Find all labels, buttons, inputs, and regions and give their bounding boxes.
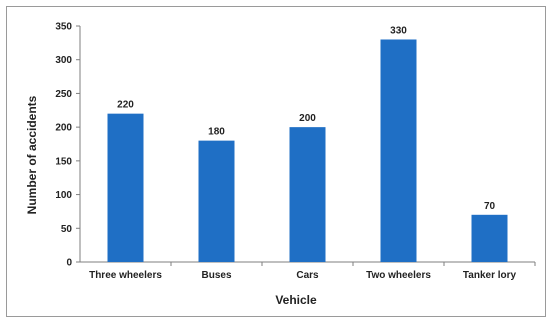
- x-tick-label: Buses: [201, 270, 231, 281]
- bar-value-label: 180: [208, 127, 225, 138]
- y-tick-label: 250: [55, 89, 72, 100]
- y-tick-label: 50: [61, 224, 73, 235]
- x-tick-label: Cars: [296, 270, 319, 281]
- y-tick-label: 150: [55, 156, 72, 167]
- y-tick-label: 300: [55, 55, 72, 66]
- y-axis-title: Number of accidents: [25, 95, 39, 214]
- bar-value-label: 330: [390, 25, 407, 36]
- x-tick-label: Three wheelers: [89, 270, 162, 281]
- bar: [289, 127, 326, 263]
- bar-labels: 220 180 200 330 70: [117, 25, 495, 211]
- bar: [380, 39, 417, 262]
- bar-value-label: 200: [299, 113, 316, 124]
- bars: [107, 39, 508, 263]
- y-tick-label: 0: [66, 258, 72, 269]
- chart-frame: [6, 6, 546, 317]
- y-tick-label: 100: [55, 190, 72, 201]
- x-tick-label: Tanker lory: [463, 270, 517, 281]
- y-axis: 0 50 100 150 200 250 300 350: [55, 22, 81, 269]
- y-tick-label: 350: [55, 22, 72, 33]
- bar-value-label: 70: [484, 201, 496, 212]
- x-axis-title: Vehicle: [275, 293, 317, 307]
- x-axis: Three wheelers Buses Cars Two wheelers Tanke…: [80, 261, 536, 281]
- bar: [107, 113, 144, 263]
- bar-value-label: 220: [117, 100, 134, 111]
- y-tick-label: 200: [55, 123, 72, 134]
- bar: [198, 140, 235, 262]
- bar: [471, 214, 508, 262]
- x-tick-label: Two wheelers: [366, 270, 431, 281]
